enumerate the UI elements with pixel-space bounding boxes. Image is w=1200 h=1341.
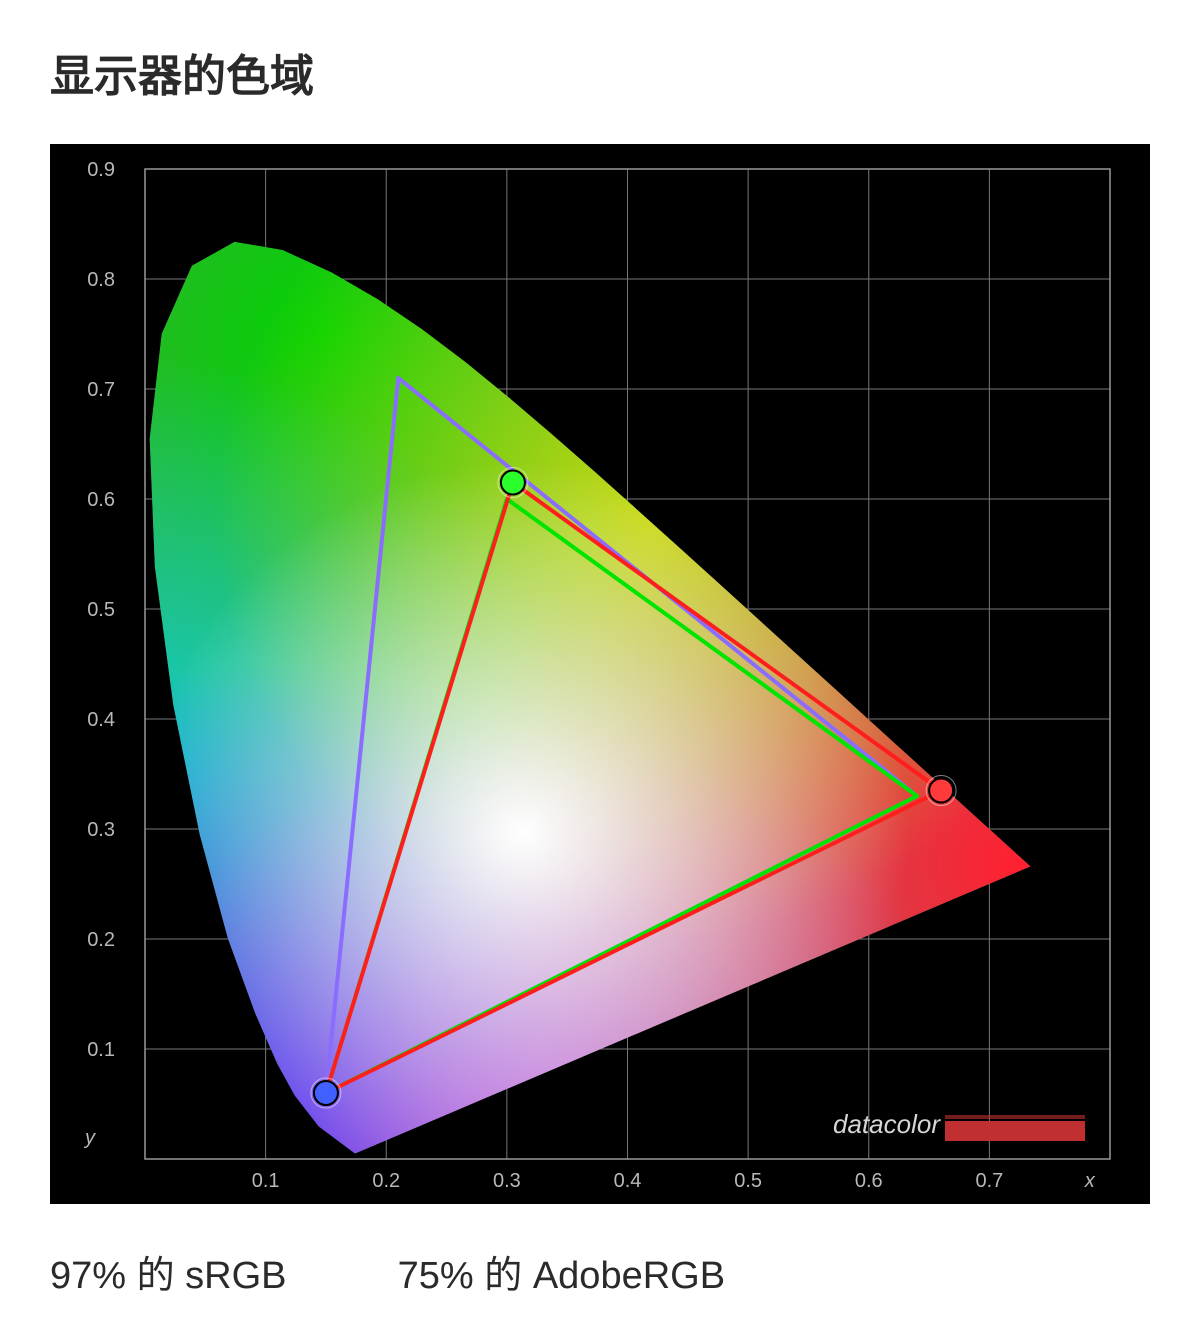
svg-text:0.2: 0.2 [372, 1170, 400, 1192]
svg-text:0.6: 0.6 [855, 1170, 883, 1192]
gamut-chart: 0.1 0.2 0.3 0.4 0.5 0.6 0.7 0.1 0.2 0.3 0.4 0.5 0.6 0… [50, 144, 1150, 1204]
svg-text:0.7: 0.7 [87, 379, 115, 401]
svg-text:x: x [1084, 1170, 1096, 1192]
svg-text:0.9: 0.9 [87, 159, 115, 181]
svg-text:0.4: 0.4 [614, 1170, 642, 1192]
svg-text:0.3: 0.3 [493, 1170, 521, 1192]
svg-text:datacolor: datacolor [833, 1109, 941, 1139]
svg-text:0.5: 0.5 [87, 599, 115, 621]
svg-text:y: y [83, 1127, 96, 1149]
page-title: 显示器的色域 [50, 40, 1150, 104]
svg-text:0.4: 0.4 [87, 709, 115, 731]
srgb-coverage: 97% 的 sRGB [50, 1244, 287, 1299]
gamut-caption: 97% 的 sRGB 75% 的 AdobeRGB [50, 1244, 1150, 1299]
svg-text:0.7: 0.7 [975, 1170, 1003, 1192]
svg-text:0.1: 0.1 [87, 1039, 115, 1061]
svg-text:0.3: 0.3 [87, 819, 115, 841]
adobergb-coverage: 75% 的 AdobeRGB [398, 1244, 725, 1299]
svg-text:0.1: 0.1 [252, 1170, 280, 1192]
svg-text:0.8: 0.8 [87, 269, 115, 291]
svg-text:0.6: 0.6 [87, 489, 115, 511]
svg-text:0.5: 0.5 [734, 1170, 762, 1192]
svg-text:0.2: 0.2 [87, 929, 115, 951]
